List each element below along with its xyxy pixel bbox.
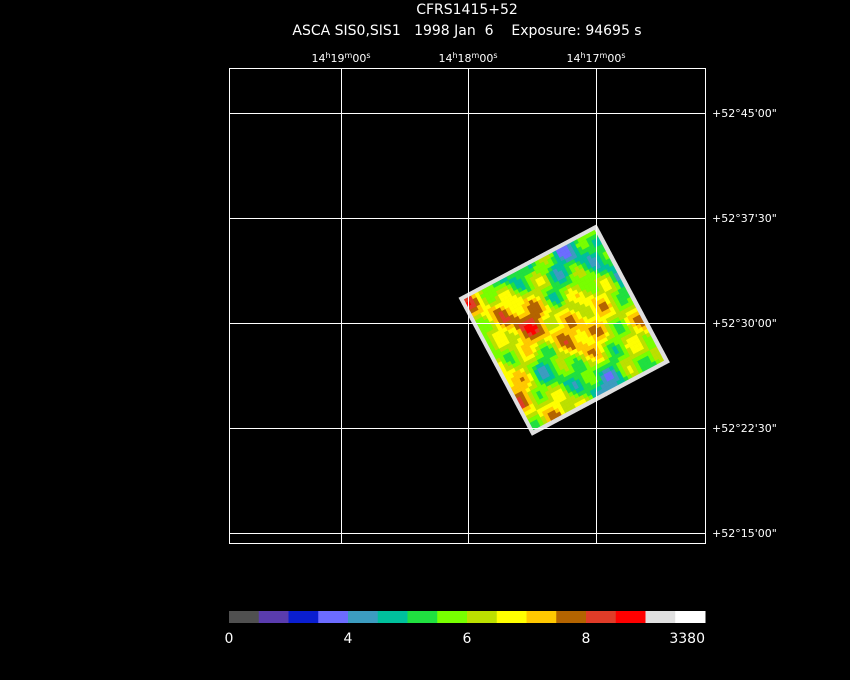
colorbar-swatch [496,611,527,623]
ra-label-part: 14 [566,52,580,65]
colorbar-swatch [258,611,289,623]
colorbar-label: 8 [582,631,591,647]
colorbar-swatch [288,611,319,623]
colorbar: 0 4 6 8 3380 [225,611,706,647]
dec-label: +52°37'30" [712,212,777,225]
ra-label-part: 18 [458,52,472,65]
colorbar-label: 6 [463,631,472,647]
subtitle: ASCA SIS0,SIS1 1998 Jan 6 Exposure: 9469… [292,23,641,39]
ra-label-part: m [345,51,353,60]
ra-label-part: m [600,51,608,60]
pixel [664,358,670,365]
colorbar-swatch [675,611,706,623]
colorbar-swatch [467,611,498,623]
ra-label-part: m [472,51,480,60]
colorbar-swatch [377,611,408,623]
ra-label-part: 19 [331,52,345,65]
colorbar-label: 4 [344,631,353,647]
colorbar-swatch [348,611,379,623]
colorbar-swatch [645,611,676,623]
colorbar-swatch [586,611,617,623]
colorbar-swatch [615,611,646,623]
colorbar-swatch [229,611,260,623]
ra-label-part: s [366,51,370,60]
colorbar-swatch [437,611,468,623]
ra-label-part: s [621,51,625,60]
ra-label-part: 00 [479,52,493,65]
ra-label-part: s [493,51,497,60]
ra-label-part: h [452,51,457,60]
colorbar-swatch [556,611,587,623]
colorbar-label: 0 [225,631,234,647]
ra-label-part: 14 [311,52,325,65]
ra-label: 14h18m00s [438,51,497,65]
dec-label: +52°22'30" [712,422,777,435]
ra-label-part: 17 [586,52,600,65]
exposure-field [458,224,670,436]
dec-label: +52°30'00" [712,317,777,330]
sky-image [458,224,670,436]
ra-label: 14h19m00s [311,51,370,65]
ra-label-part: h [580,51,585,60]
ra-label: 14h17m00s [566,51,625,65]
frame [229,68,706,544]
ra-label-part: 00 [607,52,621,65]
colorbar-swatch [407,611,438,623]
colorbar-swatch [318,611,349,623]
ra-label-part: 14 [438,52,452,65]
colorbar-swatch [526,611,557,623]
title: CFRS1415+52 [416,2,518,18]
dec-label: +52°45'00" [712,107,777,120]
dec-label: +52°15'00" [712,527,777,540]
ra-label-part: h [325,51,330,60]
coordinate-grid: 14h19m00s 14h18m00s 14h17m00s+52°45'00"+52… [229,51,777,543]
colorbar-label: 3380 [669,631,705,647]
ra-label-part: 00 [352,52,366,65]
